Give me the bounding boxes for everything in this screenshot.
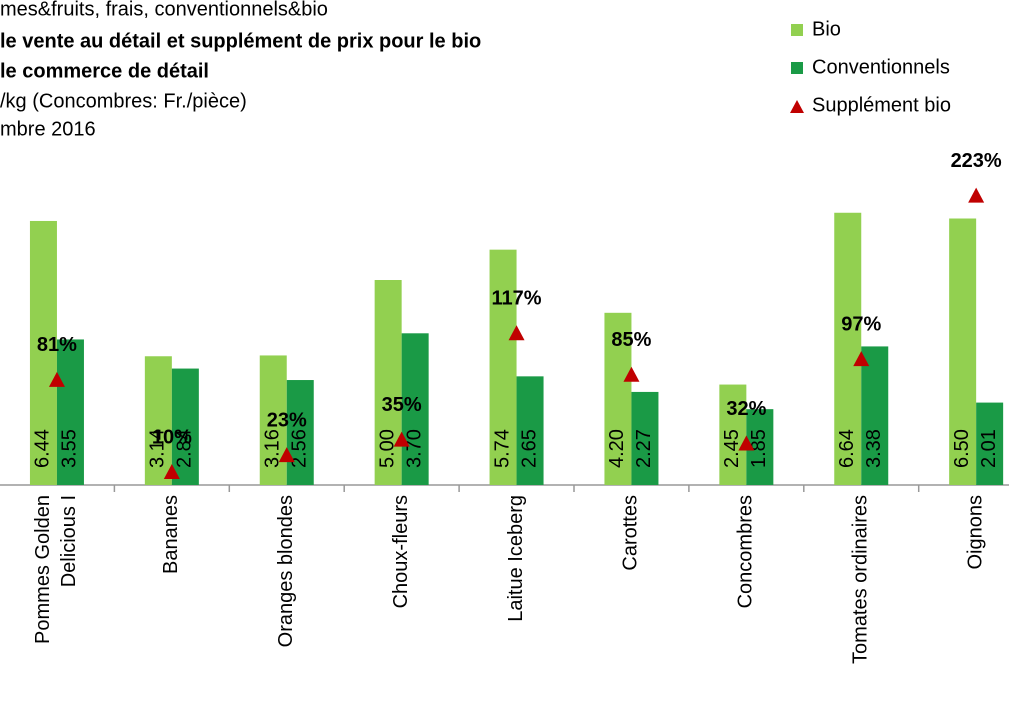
legend-marker — [791, 62, 803, 74]
bar-value-label: 3.14 — [147, 429, 169, 468]
x-tick-label: Tomates ordinaires — [850, 495, 872, 664]
supplement-marker — [623, 366, 640, 382]
bar — [631, 391, 659, 485]
bar-value-label: 2.45 — [721, 429, 743, 468]
bar — [861, 346, 889, 485]
bar — [604, 312, 632, 485]
legend-label: Bio — [812, 18, 841, 40]
supplement-label: 10% — [152, 426, 192, 448]
bar-value-label: 6.64 — [836, 429, 858, 468]
bar-value-label: 2.65 — [518, 429, 540, 468]
bar — [259, 355, 287, 485]
supplement-marker — [48, 371, 65, 387]
x-tick-label: Oranges blondes — [275, 495, 297, 647]
supplement-label: 35% — [382, 394, 422, 416]
bar-value-label: 5.00 — [376, 429, 398, 468]
bar — [29, 220, 57, 485]
bar — [374, 280, 402, 485]
supplement-marker — [393, 431, 410, 447]
bar-value-label: 6.50 — [951, 429, 973, 468]
bar — [719, 384, 747, 485]
supplement-label: 97% — [841, 313, 881, 335]
title-line: le commerce de détail — [0, 60, 209, 82]
x-tick-label: Carottes — [620, 495, 642, 571]
bar — [144, 356, 172, 485]
title-line: le vente au détail et supplément de prix… — [0, 30, 481, 52]
bar-value-label: 2.27 — [633, 429, 655, 468]
bar-value-label: 3.70 — [403, 429, 425, 468]
bar-value-label: 1.85 — [748, 429, 770, 468]
supplement-marker — [853, 351, 870, 367]
title-line: mes&fruits, frais, conventionnels&bio — [0, 0, 328, 20]
bar — [56, 339, 84, 485]
x-tick-label: Pommes Golden Delicious I — [32, 495, 80, 644]
x-tick-label: Oignons — [964, 495, 986, 570]
bar-value-label: 4.20 — [606, 429, 628, 468]
bar-value-label: 6.44 — [32, 429, 54, 468]
supplement-marker — [278, 447, 295, 463]
bar-value-label: 2.01 — [978, 429, 1000, 468]
legend-label: Conventionnels — [812, 56, 950, 78]
supplement-label: 223% — [951, 150, 1002, 172]
supplement-label: 23% — [267, 409, 307, 431]
supplement-marker — [738, 435, 755, 451]
title-line: /kg (Concombres: Fr./pièce) — [0, 90, 247, 112]
bar — [401, 333, 429, 485]
bar — [489, 249, 517, 485]
bar — [516, 376, 544, 485]
x-tick-label: Bananes — [160, 495, 182, 574]
supplement-label: 85% — [611, 329, 651, 351]
bar-value-label: 2.84 — [174, 429, 196, 468]
bar — [171, 368, 199, 485]
bar-value-label: 5.74 — [491, 429, 513, 468]
supplement-label: 32% — [726, 398, 766, 420]
x-tick-label: Laitue Iceberg — [505, 495, 527, 622]
legend-label: Supplément bio — [812, 94, 951, 116]
bar — [976, 402, 1004, 485]
supplement-marker — [508, 325, 525, 341]
title-line: mbre 2016 — [0, 118, 96, 140]
supplement-marker — [968, 187, 985, 203]
bar — [949, 218, 977, 485]
bar-value-label: 2.56 — [289, 429, 311, 468]
supplement-label: 117% — [492, 287, 542, 309]
legend-marker — [790, 100, 804, 113]
supplement-marker — [163, 464, 180, 480]
legend-marker — [791, 24, 803, 36]
bar-value-label: 3.55 — [59, 429, 81, 468]
x-tick-label: Concombres — [735, 495, 757, 608]
bar-value-label: 3.38 — [863, 429, 885, 468]
bar — [834, 212, 862, 485]
x-tick-label: Choux-fleurs — [390, 495, 412, 608]
bar-value-label: 3.16 — [262, 429, 284, 468]
supplement-label: 81% — [37, 334, 77, 356]
bar — [286, 380, 314, 485]
